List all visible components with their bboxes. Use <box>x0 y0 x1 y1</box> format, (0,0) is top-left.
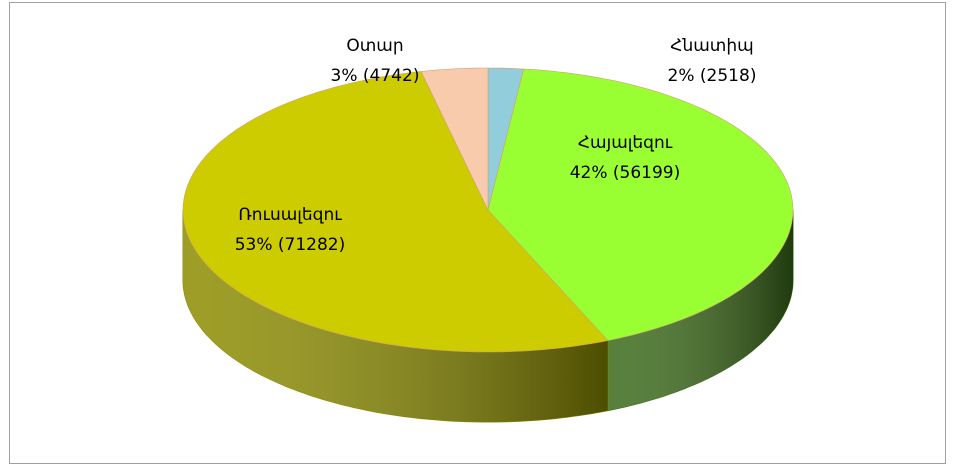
slice-label-name: Հնատիպ <box>670 36 753 56</box>
pie-slice <box>420 67 489 211</box>
slice-label-value: 3% (4742) <box>331 66 420 86</box>
slice-label-name: Օտար <box>346 36 403 56</box>
pie-slice <box>487 68 794 341</box>
slice-label-value: 53% (71282) <box>235 235 346 255</box>
slice-label-name: Հայալեզու <box>578 133 673 153</box>
pie-slice-side-shade <box>607 210 793 411</box>
slice-label-value: 2% (2518) <box>668 66 757 86</box>
pie-slice-side-shade <box>183 210 608 422</box>
pie-slice <box>182 71 609 353</box>
slice-label-name: Ռուսալեզու <box>238 205 342 225</box>
slice-label-value: 42% (56199) <box>570 163 681 183</box>
